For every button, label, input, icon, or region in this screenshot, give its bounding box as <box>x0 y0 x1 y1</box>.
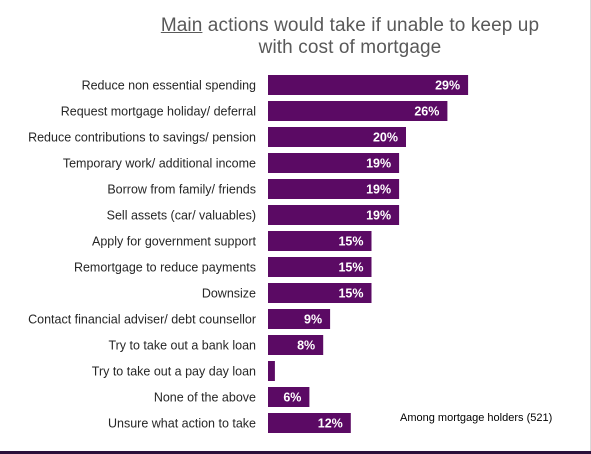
value-label: 19% <box>366 209 391 223</box>
category-label: Borrow from family/ friends <box>107 183 256 197</box>
value-label: 6% <box>283 391 301 405</box>
bar <box>268 257 372 277</box>
category-label: Contact financial adviser/ debt counsell… <box>28 313 256 327</box>
bar <box>268 413 351 433</box>
category-label: None of the above <box>154 391 256 405</box>
category-label: Try to take out a pay day loan <box>92 365 256 379</box>
bottom-rule <box>0 451 591 454</box>
value-label: 9% <box>304 313 322 327</box>
category-label: Sell assets (car/ valuables) <box>107 209 256 223</box>
bar <box>268 75 469 95</box>
value-label: 12% <box>318 417 343 431</box>
value-label: 15% <box>338 287 363 301</box>
chart-title: Main actions would take if unable to kee… <box>0 15 591 59</box>
bar <box>268 387 310 407</box>
value-label: 20% <box>373 131 398 145</box>
bar <box>268 101 448 121</box>
chart-title-line-2: with cost of mortgage <box>258 37 442 58</box>
value-label: 29% <box>435 79 460 93</box>
category-label: Temporary work/ additional income <box>63 157 256 171</box>
category-label: Reduce contributions to savings/ pension <box>28 131 256 145</box>
value-label: 15% <box>338 235 363 249</box>
chart-title-underlined: Main <box>160 15 203 36</box>
bar <box>268 335 324 355</box>
value-label: 26% <box>414 105 439 119</box>
category-label: Unsure what action to take <box>108 417 256 431</box>
bar <box>268 361 275 381</box>
bar <box>268 153 400 173</box>
category-label: Reduce non essential spending <box>82 79 256 93</box>
category-label: Request mortgage holiday/ deferral <box>61 105 256 119</box>
bar <box>268 179 400 199</box>
sample-footnote: Among mortgage holders (521) <box>400 412 553 424</box>
chart-title-line-1-rest: actions would take if unable to keep up <box>202 15 540 36</box>
value-label: 8% <box>297 339 315 353</box>
category-label: Remortgage to reduce payments <box>74 261 256 275</box>
category-label: Try to take out a bank loan <box>108 339 256 353</box>
value-label: 15% <box>338 261 363 275</box>
bar <box>268 205 400 225</box>
bar <box>268 309 331 329</box>
value-label: 19% <box>366 157 391 171</box>
value-label: 19% <box>366 183 391 197</box>
chart-title-line-1: Main actions would take if unable to kee… <box>0 15 591 37</box>
bar <box>268 231 372 251</box>
category-label: Apply for government support <box>92 235 257 249</box>
category-label: Downsize <box>202 287 256 301</box>
bar <box>268 283 372 303</box>
bar <box>268 127 406 147</box>
